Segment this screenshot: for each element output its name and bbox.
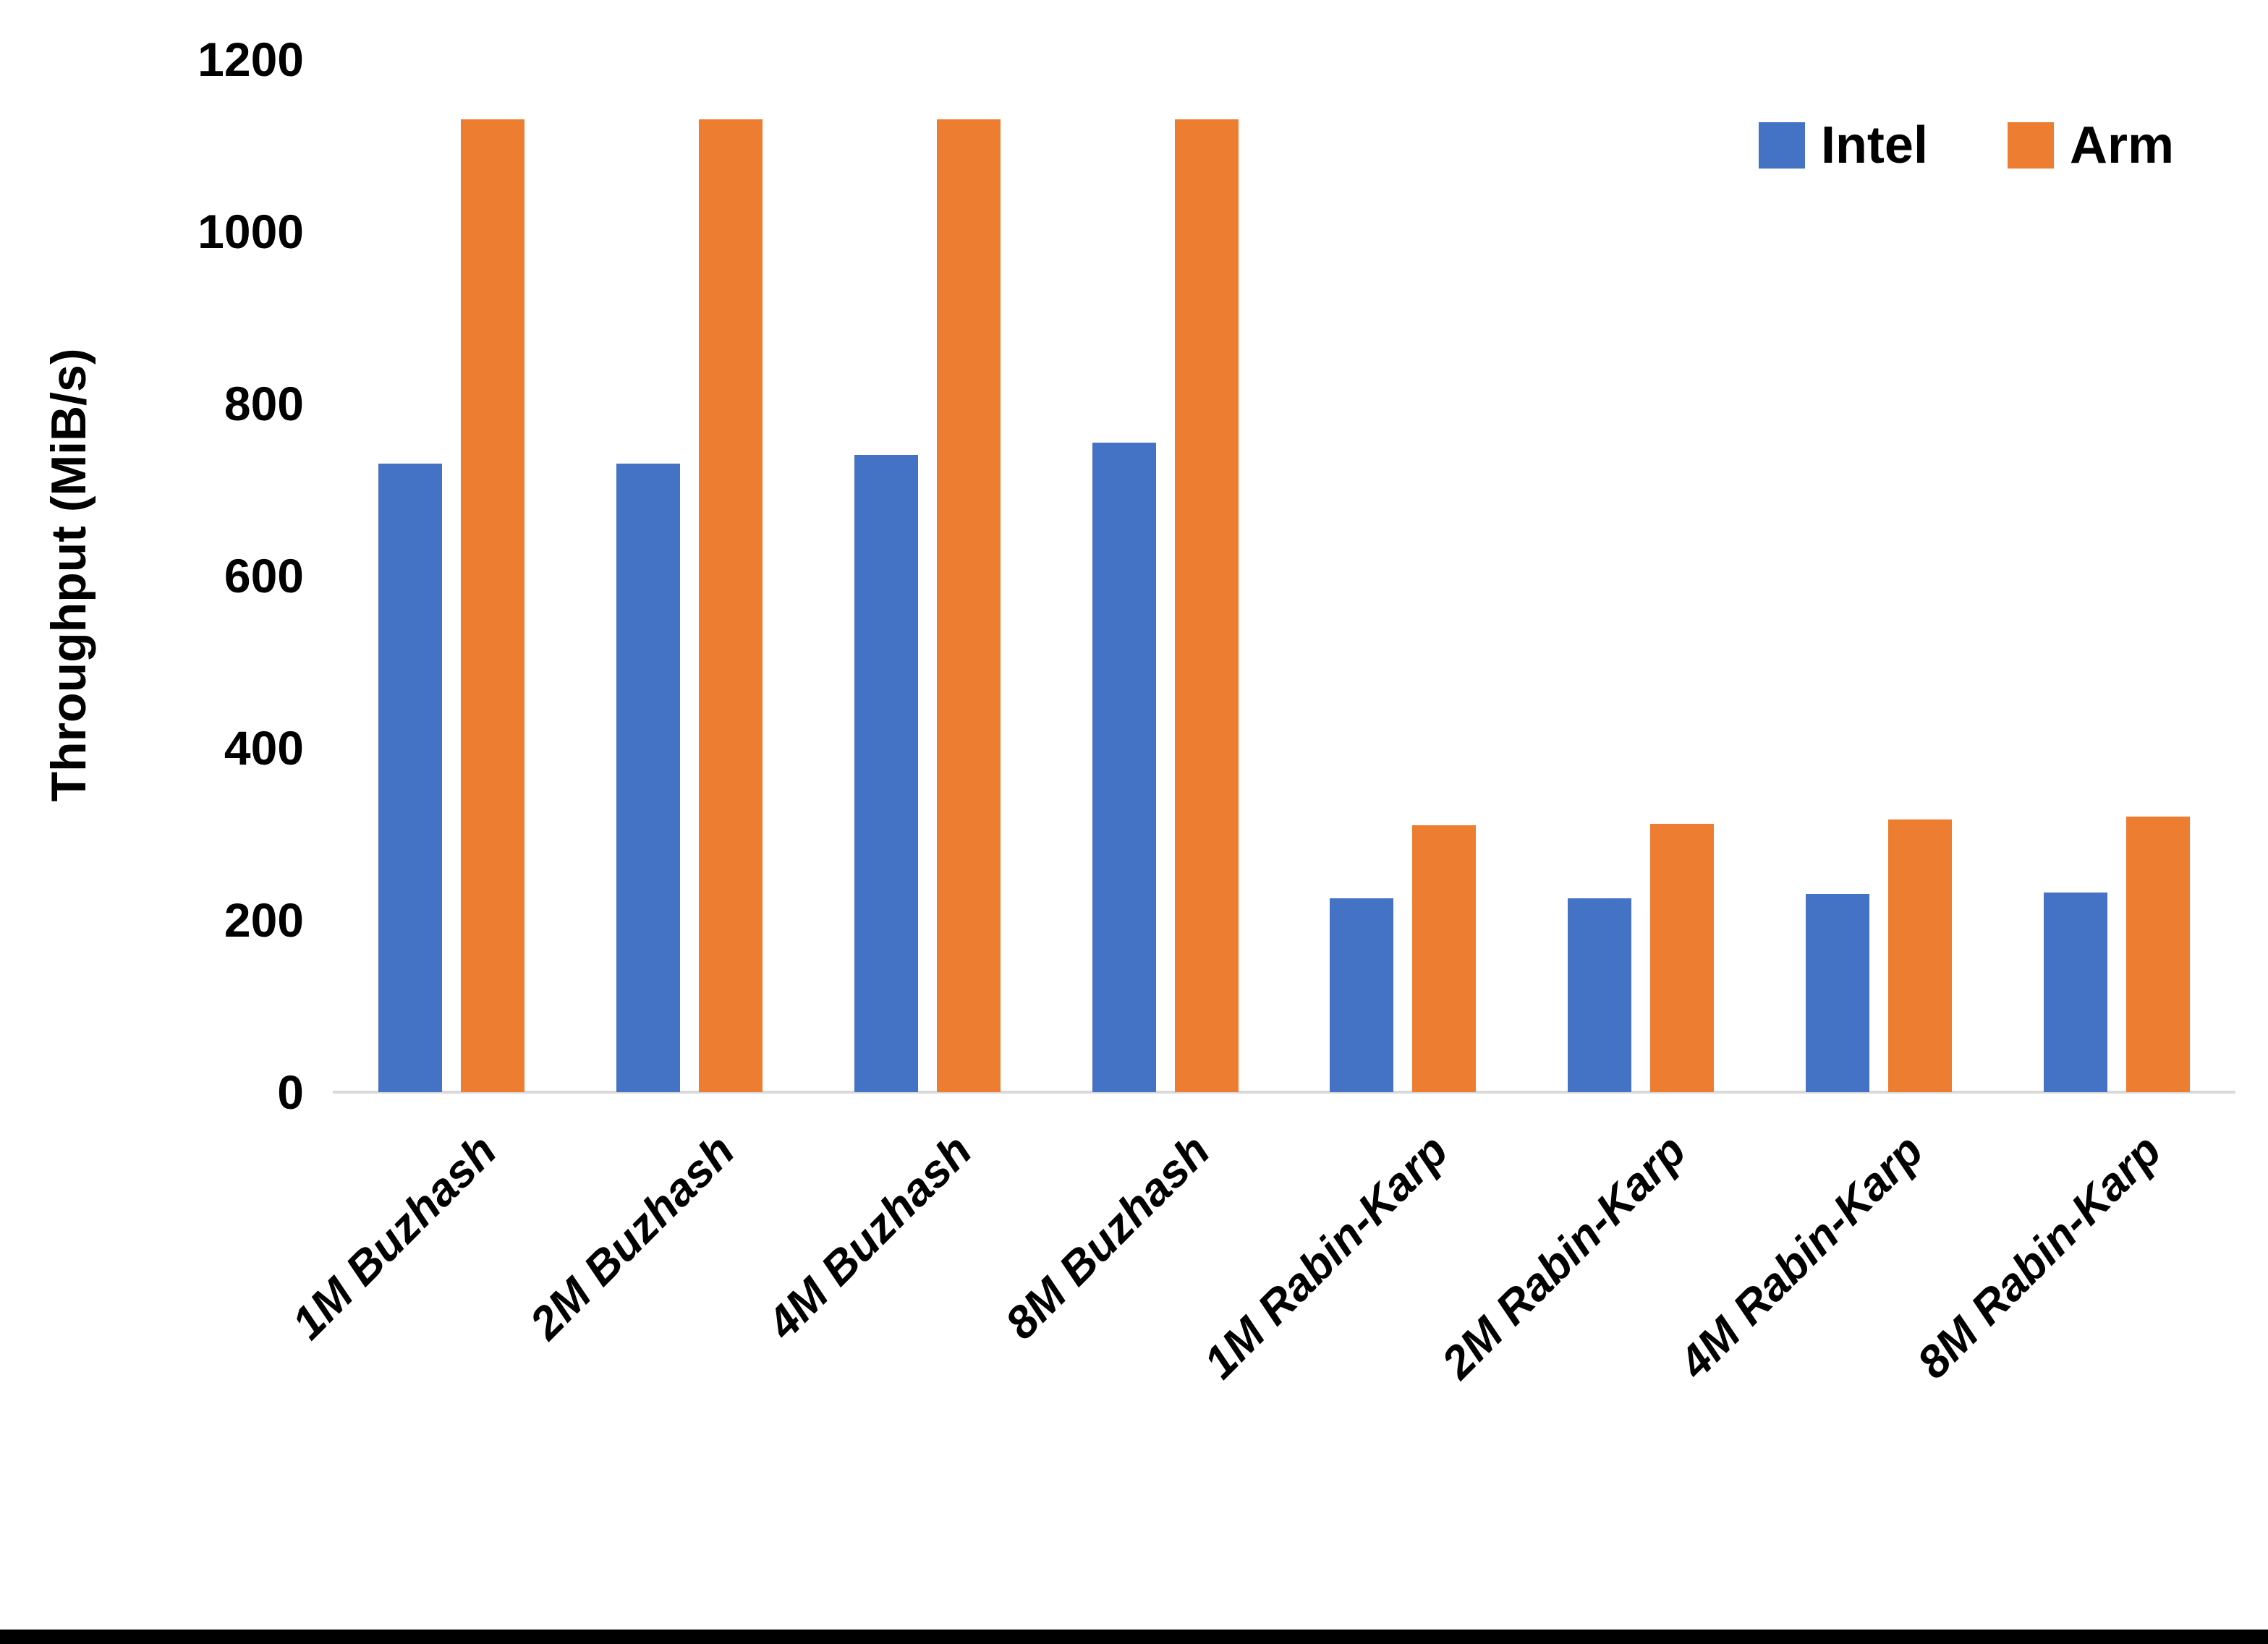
- bottom-black-strip: [0, 1630, 2268, 1644]
- bar-arm-2m-buzhash: [699, 119, 763, 1092]
- bar-intel-2m-buzhash: [616, 464, 681, 1092]
- legend-item-intel: Intel: [1758, 116, 1928, 175]
- category-label: 1M Buzhash: [282, 1125, 506, 1350]
- y-tick-label: 1000: [198, 205, 304, 258]
- bar-arm-2m-rabin-karp: [1650, 824, 1715, 1092]
- y-tick-label: 400: [224, 721, 304, 775]
- bar-intel-8m-rabin-karp: [2043, 893, 2107, 1092]
- bar-arm-4m-buzhash: [936, 119, 1001, 1092]
- y-tick-label: 800: [224, 377, 304, 430]
- category-label: 8M Rabin-Karp: [1907, 1125, 2171, 1389]
- legend-swatch-intel: [1758, 122, 1805, 169]
- legend: Intel Arm: [1758, 116, 2174, 175]
- bar-arm-4m-rabin-karp: [1887, 819, 1952, 1092]
- category-label: 4M Rabin-Karp: [1670, 1125, 1934, 1389]
- bar-arm-1m-rabin-karp: [1412, 825, 1477, 1092]
- legend-label-intel: Intel: [1820, 116, 1928, 174]
- x-axis-baseline: [333, 1091, 2235, 1094]
- legend-swatch-arm: [2007, 122, 2054, 169]
- category-label: 1M Rabin-Karp: [1194, 1125, 1458, 1389]
- y-tick-label: 0: [277, 1065, 304, 1119]
- category-label: 4M Buzhash: [757, 1125, 982, 1350]
- bar-intel-4m-buzhash: [854, 455, 918, 1092]
- bar-arm-8m-rabin-karp: [2125, 817, 2190, 1092]
- y-tick-label: 600: [224, 549, 304, 602]
- bar-arm-8m-buzhash: [1174, 119, 1239, 1092]
- legend-item-arm: Arm: [2007, 116, 2174, 175]
- category-label: 2M Buzhash: [519, 1125, 744, 1350]
- bar-intel-1m-rabin-karp: [1330, 898, 1394, 1092]
- bar-intel-4m-rabin-karp: [1805, 894, 1869, 1092]
- y-tick-label: 1200: [198, 33, 304, 86]
- category-label: 8M Buzhash: [995, 1125, 1220, 1350]
- bar-intel-8m-buzhash: [1092, 443, 1156, 1092]
- bar-intel-1m-buzhash: [378, 464, 443, 1092]
- bar-arm-1m-buzhash: [461, 119, 525, 1092]
- y-tick-label: 200: [224, 893, 304, 947]
- legend-label-arm: Arm: [2069, 116, 2174, 174]
- bar-intel-2m-rabin-karp: [1568, 898, 1632, 1092]
- category-label: 2M Rabin-Karp: [1432, 1125, 1696, 1389]
